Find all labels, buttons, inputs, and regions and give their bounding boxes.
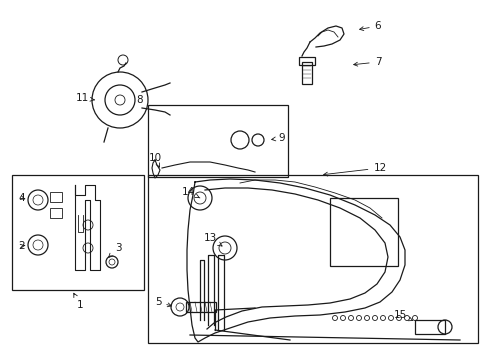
Text: 9: 9 xyxy=(271,133,285,143)
Bar xyxy=(148,175,477,343)
Text: 10: 10 xyxy=(148,153,161,167)
Text: 15: 15 xyxy=(392,310,412,321)
Text: 14: 14 xyxy=(181,187,200,198)
Text: 6: 6 xyxy=(359,21,381,31)
Bar xyxy=(298,57,314,65)
Text: 2: 2 xyxy=(19,241,25,251)
Bar xyxy=(50,192,62,202)
Bar xyxy=(329,198,397,266)
Text: 12: 12 xyxy=(323,163,386,176)
Text: 11: 11 xyxy=(75,93,94,103)
Bar xyxy=(414,320,444,334)
Text: 13: 13 xyxy=(203,233,222,246)
Text: 8: 8 xyxy=(137,95,143,105)
Text: 7: 7 xyxy=(353,57,381,67)
Text: 1: 1 xyxy=(74,293,83,310)
Bar xyxy=(148,105,287,177)
Bar xyxy=(185,302,216,312)
Bar xyxy=(12,175,143,290)
Bar xyxy=(50,208,62,218)
Bar xyxy=(302,62,311,84)
Text: 4: 4 xyxy=(19,193,25,203)
Text: 5: 5 xyxy=(154,297,171,307)
Text: 3: 3 xyxy=(108,243,121,257)
